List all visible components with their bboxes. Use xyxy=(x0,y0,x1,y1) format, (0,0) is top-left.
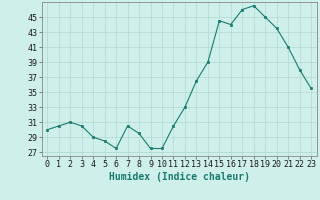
X-axis label: Humidex (Indice chaleur): Humidex (Indice chaleur) xyxy=(109,172,250,182)
